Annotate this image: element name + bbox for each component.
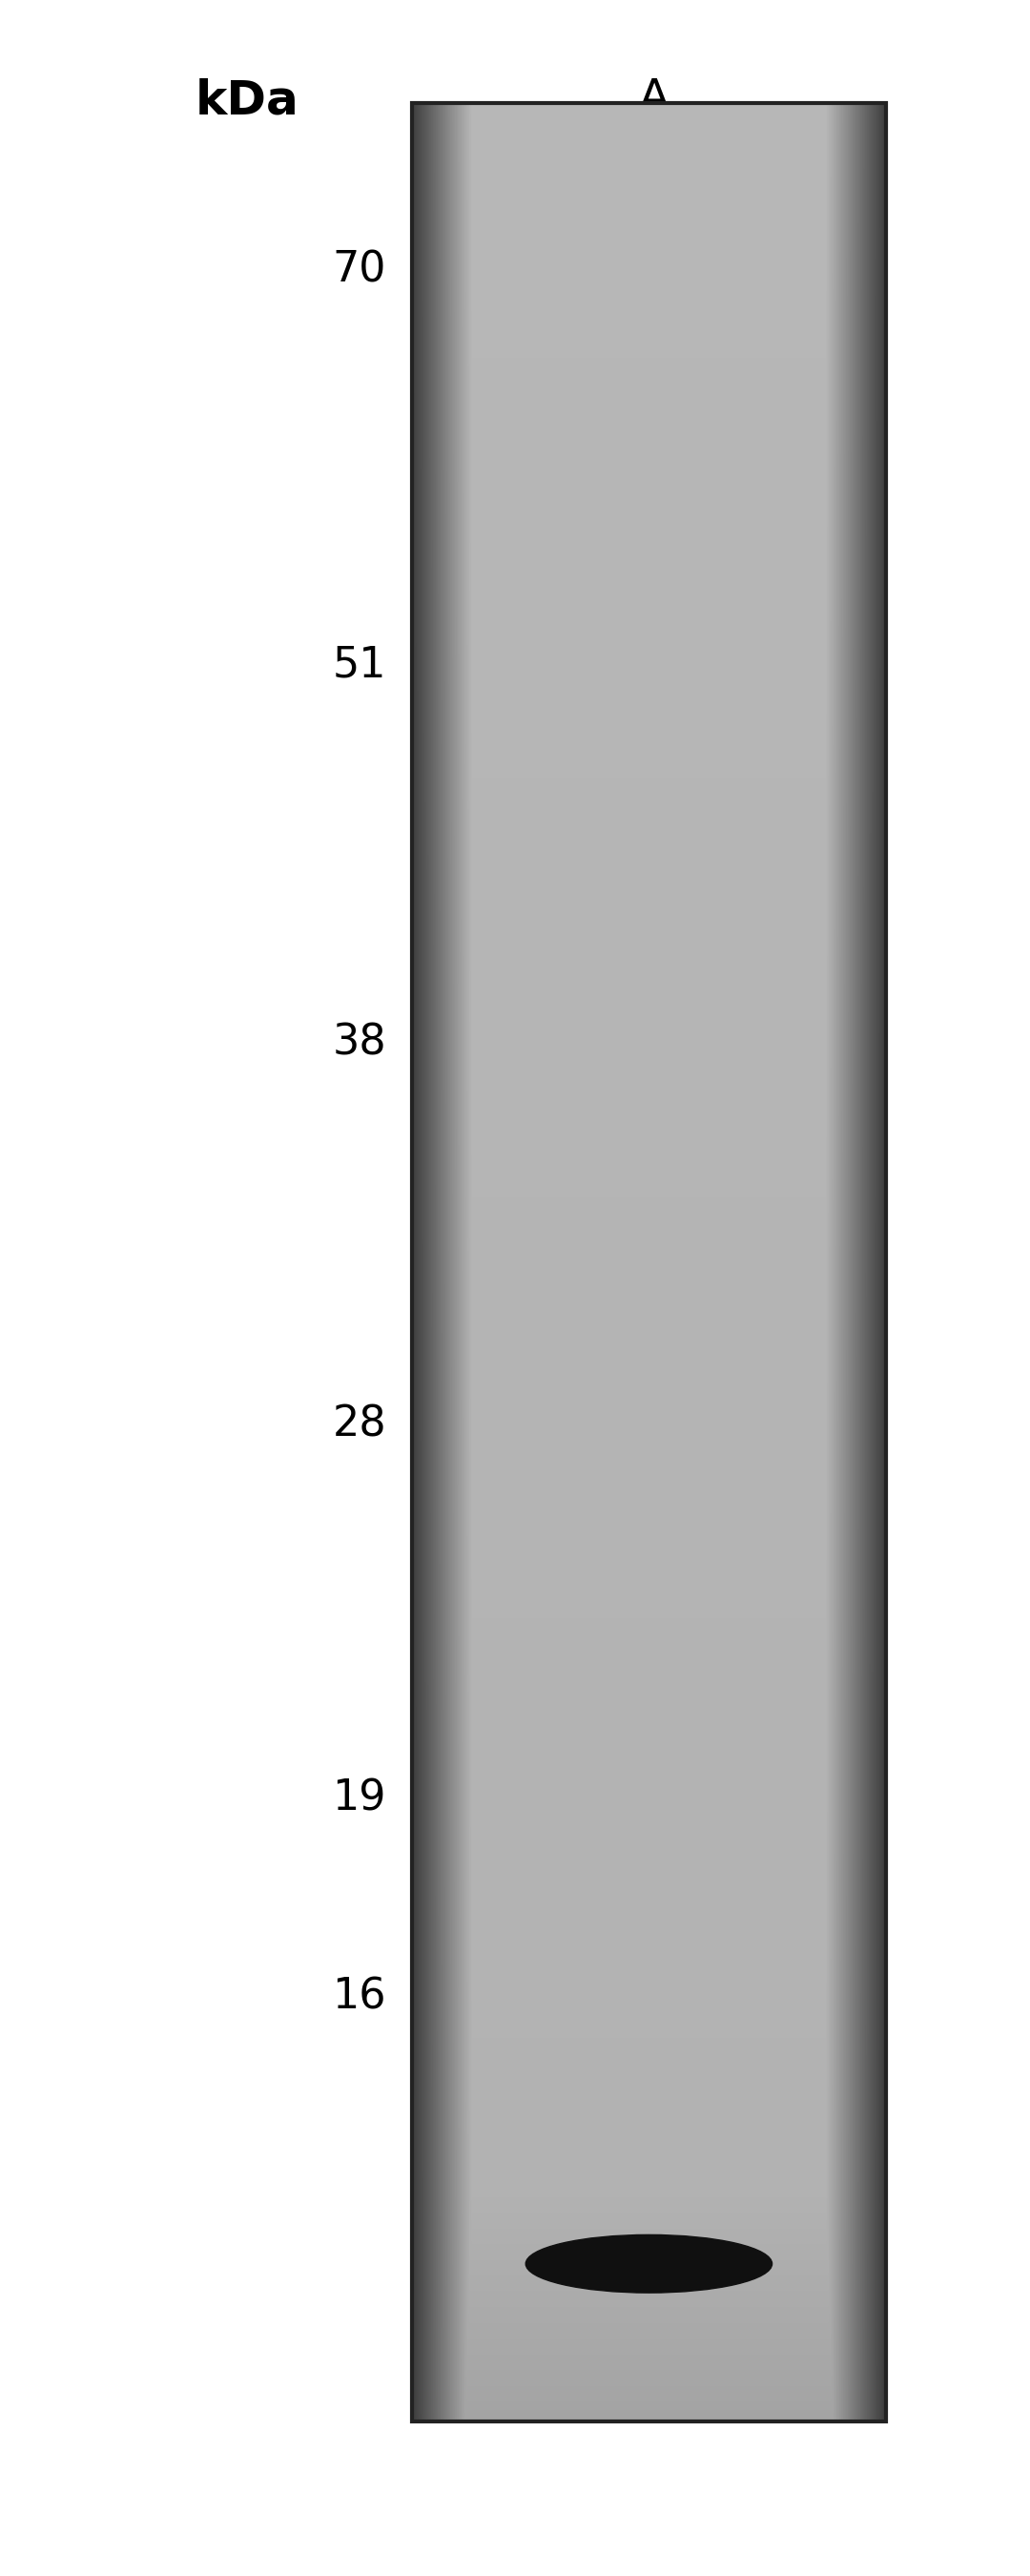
Text: 28: 28	[333, 1404, 386, 1445]
Text: kDa: kDa	[196, 77, 299, 124]
Text: 51: 51	[333, 644, 386, 685]
Text: 38: 38	[333, 1023, 386, 1064]
Text: A: A	[639, 77, 670, 121]
Text: 16: 16	[333, 1976, 386, 2017]
Ellipse shape	[525, 2236, 772, 2293]
Text: 19: 19	[333, 1777, 386, 1819]
Text: 70: 70	[333, 250, 386, 291]
